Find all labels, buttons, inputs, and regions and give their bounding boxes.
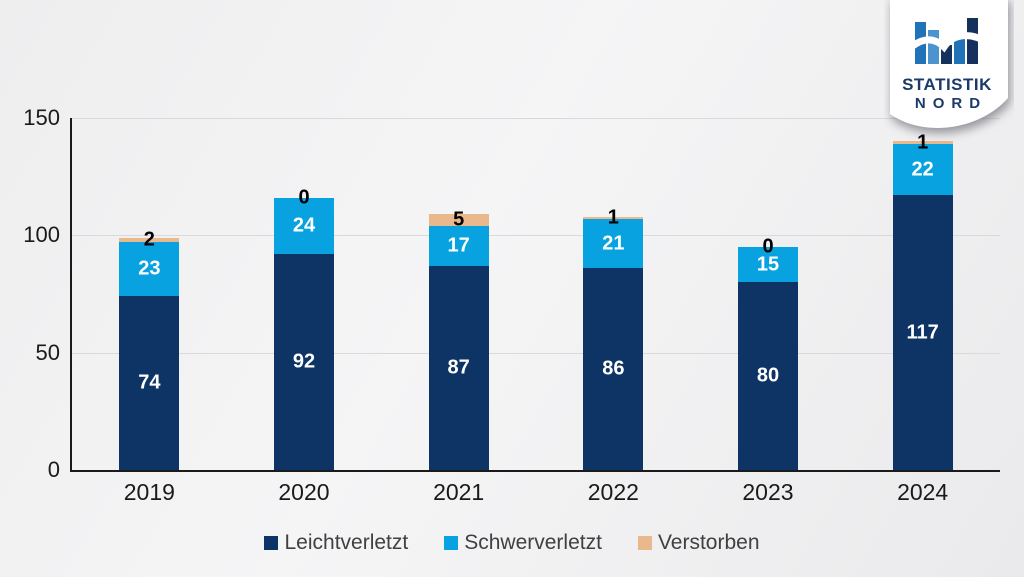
segment-leichtverletzt-2020: [274, 254, 334, 470]
value-label-schwerverletzt-2022: 21: [602, 232, 625, 255]
logo-text-line2: NORD: [915, 95, 987, 112]
segment-leichtverletzt-2024: [892, 195, 953, 470]
x-axis-line: [70, 470, 1000, 472]
segment-verstorben-2022: [583, 216, 644, 219]
x-axis-tick-label-2023: 2023: [742, 479, 794, 505]
value-label-leichtverletzt-2022: 86: [602, 357, 625, 380]
value-label-schwerverletzt-2020: 24: [292, 214, 316, 237]
legend-label: Leichtverletzt: [284, 531, 409, 554]
logo-text-line1: STATISTIK: [902, 75, 992, 94]
segment-schwerverletzt-2019: [119, 242, 180, 297]
statistik-nord-logo: STATISTIK NORD: [890, 0, 1008, 128]
value-label-leichtverletzt-2023: 80: [756, 364, 780, 387]
legend-item-verstorben: Verstorben: [637, 531, 760, 555]
value-label-verstorben-2019: 2: [143, 228, 155, 251]
value-label-schwerverletzt-2021: 17: [447, 234, 470, 257]
segment-verstorben-2024: [892, 141, 953, 144]
x-axis-tick-label-2024: 2024: [897, 479, 949, 505]
value-label-leichtverletzt-2024: 117: [906, 321, 939, 344]
legend-label: Verstorben: [657, 531, 760, 554]
value-label-schwerverletzt-2024: 22: [911, 158, 934, 181]
segment-verstorben-2019: [119, 237, 180, 243]
x-axis-tick-label-2022: 2022: [587, 479, 639, 505]
legend-swatch-icon: [444, 536, 459, 550]
value-label-leichtverletzt-2019: 74: [138, 371, 161, 394]
segment-verstorben-2021: [428, 214, 489, 226]
y-axis-line: [70, 118, 72, 472]
gridline-100: [72, 235, 1000, 237]
segment-schwerverletzt-2024: [892, 143, 953, 196]
value-label-leichtverletzt-2021: 87: [447, 356, 470, 379]
logo-bars-icon: [904, 18, 991, 64]
y-axis-tick-label: 150: [23, 105, 60, 130]
legend-swatch-icon: [264, 536, 279, 550]
y-axis-tick-label: 50: [35, 339, 60, 365]
legend-item-leichtverletzt: Leichtverletzt: [264, 531, 408, 555]
logo-gull-icon: [904, 32, 991, 54]
y-axis-tick-label: 100: [23, 222, 60, 248]
value-label-verstorben-2024: 1: [917, 131, 929, 154]
value-label-leichtverletzt-2020: 92: [292, 350, 316, 373]
segment-schwerverletzt-2023: [738, 247, 798, 283]
legend-label: Schwerverletzt: [464, 531, 602, 554]
value-label-schwerverletzt-2023: 15: [756, 253, 780, 276]
gridline-150: [72, 118, 1000, 119]
segment-leichtverletzt-2023: [738, 282, 798, 470]
x-axis-tick-label-2021: 2021: [433, 479, 485, 505]
value-label-verstorben-2022: 1: [607, 206, 619, 229]
legend-swatch-icon: [637, 536, 652, 550]
gridline-50: [72, 352, 1000, 354]
segment-leichtverletzt-2019: [119, 296, 180, 470]
segment-schwerverletzt-2021: [428, 225, 489, 266]
x-axis-tick-label-2019: 2019: [123, 479, 175, 505]
segment-schwerverletzt-2020: [274, 197, 334, 255]
value-label-verstorben-2020: 0: [298, 186, 310, 209]
segment-leichtverletzt-2022: [583, 268, 644, 470]
segment-schwerverletzt-2022: [583, 218, 644, 269]
legend-item-schwerverletzt: Schwerverletzt: [444, 531, 602, 555]
value-label-verstorben-2021: 5: [453, 208, 465, 231]
segment-leichtverletzt-2021: [428, 265, 489, 470]
chart-legend: Leichtverletzt Schwerverletzt Verstorben: [0, 531, 1024, 555]
value-label-schwerverletzt-2019: 23: [138, 257, 161, 280]
x-axis-tick-label-2020: 2020: [278, 479, 330, 505]
value-label-verstorben-2023: 0: [762, 235, 774, 258]
y-axis-tick-label: 0: [47, 457, 60, 482]
